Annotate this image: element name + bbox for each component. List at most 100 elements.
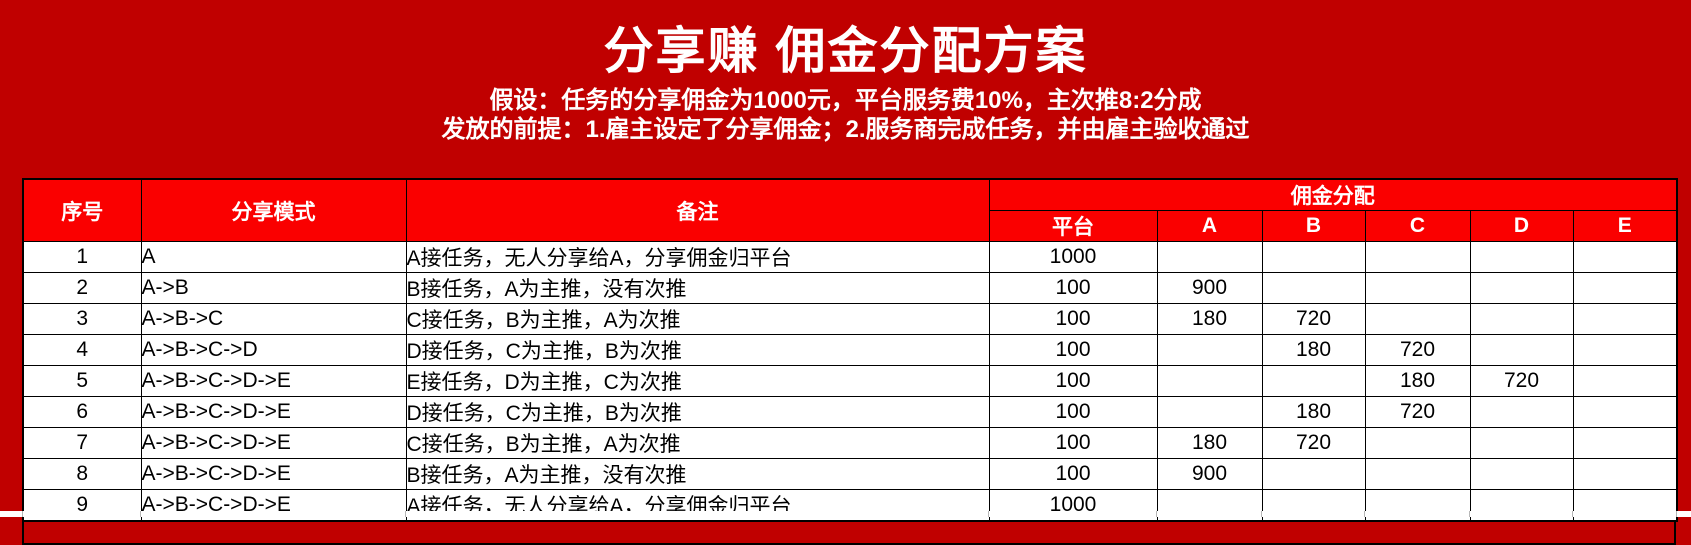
- cell-value-a: 180: [1156, 427, 1263, 459]
- cell-index: 5: [22, 365, 142, 397]
- cell-value-e: [1572, 272, 1678, 304]
- cell-value-b: 720: [1261, 303, 1366, 335]
- cell-index: 6: [22, 396, 142, 428]
- cell-mode: A: [140, 241, 407, 273]
- sheet-gridline: [1676, 511, 1677, 517]
- cell-note: B接任务，A为主推，没有次推: [405, 458, 990, 490]
- sheet-gridline: [140, 511, 141, 517]
- cell-value-b: 180: [1261, 334, 1366, 366]
- sub-header-a: A: [1156, 210, 1263, 242]
- table-row: 4 A->B->C->D D接任务，C为主推，B为次推 100 180 720: [22, 334, 1678, 366]
- cell-index: 2: [22, 272, 142, 304]
- col-header-commission-group: 佣金分配: [988, 178, 1678, 211]
- cell-value-a: 900: [1156, 458, 1263, 490]
- cell-mode: A->B->C->D->E: [140, 427, 407, 459]
- cell-value-a: [1156, 365, 1263, 397]
- table-row: 3 A->B->C C接任务，B为主推，A为次推 100 180 720: [22, 303, 1678, 335]
- cell-value-b: [1261, 365, 1366, 397]
- cell-mode: A->B->C->D->E: [140, 396, 407, 428]
- table-row: 6 A->B->C->D->E D接任务，C为主推，B为次推 100 180 720: [22, 396, 1678, 428]
- subtitle-assumption: 假设：任务的分享佣金为1000元，平台服务费10%，主次推8:2分成: [489, 87, 1202, 114]
- cell-mode: A->B: [140, 272, 407, 304]
- commission-table-wrap: 序号 分享模式 备注 佣金分配 平台 A B C D E 1 A A接任务，无人分享…: [22, 178, 1678, 545]
- table-row: 1 A A接任务，无人分享给A，分享佣金归平台 1000: [22, 241, 1678, 273]
- cell-value-b: [1261, 241, 1366, 273]
- cell-value-platform: 100: [988, 334, 1158, 366]
- red-band: [22, 522, 1676, 545]
- cell-note: C接任务，B为主推，A为次推: [405, 303, 990, 335]
- cell-value-platform: 100: [988, 427, 1158, 459]
- sheet-gridline: [1572, 511, 1573, 517]
- cell-value-platform: 100: [988, 396, 1158, 428]
- cell-value-b: [1261, 272, 1366, 304]
- col-header-index: 序号: [22, 178, 142, 242]
- cell-value-e: [1572, 334, 1678, 366]
- bottom-strip: [0, 511, 1691, 517]
- cell-value-c: [1364, 303, 1471, 335]
- sub-header-d: D: [1469, 210, 1574, 242]
- cell-value-d: [1469, 334, 1574, 366]
- cell-mode: A->B->C->D: [140, 334, 407, 366]
- cell-note: D接任务，C为主推，B为次推: [405, 396, 990, 428]
- sheet-gridline: [22, 511, 23, 517]
- cell-value-platform: 100: [988, 458, 1158, 490]
- commission-table: 序号 分享模式 备注 佣金分配 平台 A B C D E 1 A A接任务，无人分享…: [22, 178, 1678, 522]
- sheet-gridline: [988, 511, 989, 517]
- cell-note: B接任务，A为主推，没有次推: [405, 272, 990, 304]
- cell-mode: A->B->C: [140, 303, 407, 335]
- cell-value-b: 720: [1261, 427, 1366, 459]
- cell-value-a: [1156, 241, 1263, 273]
- cell-value-a: 900: [1156, 272, 1263, 304]
- cell-note: A接任务，无人分享给A，分享佣金归平台: [405, 241, 990, 273]
- cell-value-a: [1156, 396, 1263, 428]
- table-row: 8 A->B->C->D->E B接任务，A为主推，没有次推 100 900: [22, 458, 1678, 490]
- cell-mode: A->B->C->D->E: [140, 458, 407, 490]
- table-body: 1 A A接任务，无人分享给A，分享佣金归平台 1000 2 A->B B接任务，A为主推，…: [22, 241, 1678, 522]
- cell-index: 1: [22, 241, 142, 273]
- cell-value-b: 180: [1261, 396, 1366, 428]
- cell-index: 3: [22, 303, 142, 335]
- cell-index: 4: [22, 334, 142, 366]
- sheet-gridline: [1469, 511, 1470, 517]
- cell-value-d: [1469, 241, 1574, 273]
- cell-value-d: 720: [1469, 365, 1574, 397]
- cell-value-platform: 100: [988, 272, 1158, 304]
- cell-value-d: [1469, 303, 1574, 335]
- cell-index: 8: [22, 458, 142, 490]
- cell-value-b: [1261, 458, 1366, 490]
- sheet-gridline: [405, 511, 406, 517]
- cell-value-d: [1469, 427, 1574, 459]
- sub-header-e: E: [1572, 210, 1678, 242]
- cell-value-d: [1469, 458, 1574, 490]
- col-header-mode: 分享模式: [140, 178, 407, 242]
- sheet-gridline: [1261, 511, 1262, 517]
- sheet-gridline: [1364, 511, 1365, 517]
- cell-value-c: [1364, 241, 1471, 273]
- cell-value-c: [1364, 458, 1471, 490]
- subtitle-precondition: 发放的前提：1.雇主设定了分享佣金；2.服务商完成任务，并由雇主验收通过: [441, 116, 1250, 143]
- cell-index: 7: [22, 427, 142, 459]
- cell-value-a: [1156, 334, 1263, 366]
- cell-mode: A->B->C->D->E: [140, 365, 407, 397]
- col-header-note: 备注: [405, 178, 990, 242]
- cell-value-a: 180: [1156, 303, 1263, 335]
- cell-value-d: [1469, 396, 1574, 428]
- cell-value-platform: 100: [988, 365, 1158, 397]
- table-row: 5 A->B->C->D->E E接任务，D为主推，C为次推 100 180 720: [22, 365, 1678, 397]
- sub-header-platform: 平台: [988, 210, 1158, 242]
- cell-value-d: [1469, 272, 1574, 304]
- cell-value-e: [1572, 458, 1678, 490]
- cell-note: C接任务，B为主推，A为次推: [405, 427, 990, 459]
- cell-value-e: [1572, 241, 1678, 273]
- cell-value-c: [1364, 272, 1471, 304]
- cell-value-e: [1572, 427, 1678, 459]
- table-row: 7 A->B->C->D->E C接任务，B为主推，A为次推 100 180 720: [22, 427, 1678, 459]
- cell-value-c: [1364, 427, 1471, 459]
- cell-value-platform: 1000: [988, 241, 1158, 273]
- cell-value-platform: 100: [988, 303, 1158, 335]
- cell-note: D接任务，C为主推，B为次推: [405, 334, 990, 366]
- cell-value-c: 720: [1364, 334, 1471, 366]
- cell-value-c: 720: [1364, 396, 1471, 428]
- sub-header-c: C: [1364, 210, 1471, 242]
- cell-value-c: 180: [1364, 365, 1471, 397]
